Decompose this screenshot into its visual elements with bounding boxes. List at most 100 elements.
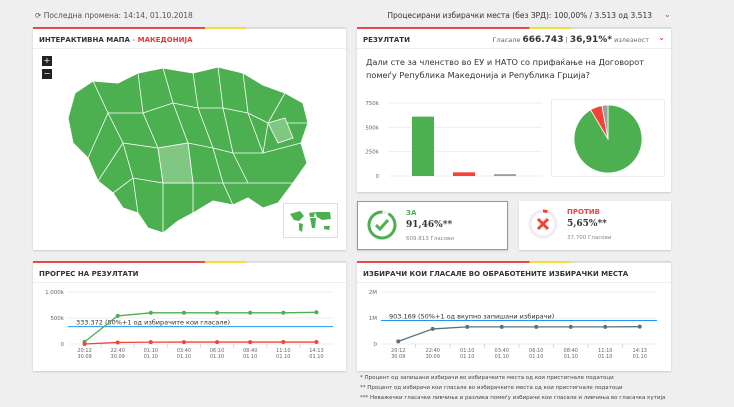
x-tick-label: 01.10: [460, 354, 474, 360]
data-point[interactable]: [281, 340, 286, 345]
data-point[interactable]: [637, 324, 642, 329]
y-tick-label: 750k: [365, 101, 379, 107]
last-update: ⟳ Последна промена: 14:14, 01.10.2018: [35, 11, 193, 20]
x-tick-label: 03:40: [177, 348, 191, 354]
data-point[interactable]: [148, 340, 153, 345]
processed-stations: Процесирани избирачки места (без ЗРД): 1…: [387, 11, 652, 20]
data-point[interactable]: [314, 310, 319, 315]
series-line: [398, 326, 640, 343]
x-tick-label: 30.09: [77, 354, 91, 360]
x-tick-label: 01.10: [144, 354, 158, 360]
footnote-1: * Процент од запишани избирачи во избира…: [360, 375, 614, 381]
turnout-summary: Гласале 666.743 | 36,91%* излезност: [492, 35, 649, 45]
x-tick-label: 01.10: [177, 354, 191, 360]
data-point[interactable]: [215, 310, 220, 315]
data-point[interactable]: [465, 324, 470, 329]
y-tick-label: 500k: [365, 125, 379, 131]
progress-title: ПРОГРЕС НА РЕЗУЛТАТИ: [33, 263, 346, 283]
footnote-3: *** Неважечки гласачки ливчиња и разлика…: [360, 395, 666, 401]
against-label: ПРОТИВ: [567, 208, 600, 216]
map-panel-title: ИНТЕРАКТИВНА МАПА - МАКЕДОНИЈА: [33, 29, 346, 49]
x-tick-label: 01.10: [564, 354, 578, 360]
refresh-icon[interactable]: ⟳: [35, 11, 42, 20]
data-point[interactable]: [534, 324, 539, 329]
x-tick-label: 30.09: [426, 354, 440, 360]
zoom-out-button[interactable]: −: [42, 69, 52, 79]
threshold-label: 903.169 (50%+1 од вкупно запишани избира…: [389, 313, 554, 321]
y-tick-label: 0: [376, 174, 380, 180]
for-percent: 91,46%**: [406, 220, 453, 230]
y-tick-label: 500k: [50, 316, 64, 322]
data-point[interactable]: [181, 340, 186, 345]
x-tick-label: 01.10: [210, 354, 224, 360]
x-circle-icon: [528, 209, 558, 239]
x-tick-label: 06:10: [210, 348, 224, 354]
data-point[interactable]: [248, 340, 253, 345]
chevron-down-icon[interactable]: ⌄: [658, 33, 665, 42]
turnout-line-chart: 01M2M20:1230.0922:4030.0901:1001.1003:40…: [369, 290, 657, 360]
x-tick-label: 08:40: [564, 348, 578, 354]
x-tick-label: 03:40: [495, 348, 509, 354]
y-tick-label: 1.000k: [45, 290, 65, 296]
data-point[interactable]: [314, 340, 319, 345]
x-tick-label: 20:12: [77, 348, 91, 354]
x-tick-label: 06:10: [529, 348, 543, 354]
data-point[interactable]: [568, 324, 573, 329]
data-point[interactable]: [499, 324, 504, 329]
x-tick-label: 08:40: [243, 348, 257, 354]
data-point[interactable]: [603, 324, 608, 329]
x-tick-label: 01:10: [460, 348, 474, 354]
chevron-down-icon[interactable]: ⌄: [664, 10, 671, 19]
data-point[interactable]: [115, 313, 120, 318]
map-panel: ИНТЕРАКТИВНА МАПА - МАКЕДОНИЈА + −: [33, 27, 346, 250]
world-map-button[interactable]: [283, 203, 338, 238]
x-tick-label: 20:12: [391, 348, 405, 354]
bar-0[interactable]: [412, 116, 434, 176]
referendum-question: Дали сте за членство во ЕУ и НАТО со при…: [366, 57, 645, 80]
x-tick-label: 22:40: [426, 348, 440, 354]
card-against: ПРОТИВ 5,65%** 37.700 Гласови: [519, 201, 671, 250]
data-point[interactable]: [281, 310, 286, 315]
x-tick-label: 22:40: [110, 348, 124, 354]
threshold-label: 333.372 (50%+1 од избирачите кои гласале…: [76, 319, 230, 327]
data-point[interactable]: [82, 342, 87, 346]
footnote-2: ** Процент од избирачи кои гласале во из…: [360, 385, 623, 391]
zoom-in-button[interactable]: +: [42, 56, 52, 66]
pie-slice-2[interactable]: [601, 104, 609, 140]
turnout-title: ИЗБИРАЧИ КОИ ГЛАСАЛЕ ВО ОБРАБОТЕНИТЕ ИЗБ…: [357, 263, 671, 283]
y-tick-label: 1M: [369, 316, 377, 322]
data-point[interactable]: [430, 326, 435, 331]
bar-2[interactable]: [494, 174, 516, 176]
x-tick-label: 14:13: [309, 348, 323, 354]
progress-line-chart: 0500k1.000k20:1230.0922:4030.0901:1001.1…: [45, 290, 333, 360]
x-tick-label: 30.09: [391, 354, 405, 360]
x-tick-label: 14:13: [633, 348, 647, 354]
y-tick-label: 0: [61, 342, 65, 348]
data-point[interactable]: [248, 310, 253, 315]
series-line: [84, 311, 317, 343]
macedonia-map[interactable]: [63, 63, 313, 238]
data-point[interactable]: [115, 340, 120, 345]
data-point[interactable]: [215, 340, 220, 345]
x-tick-label: 11:10: [598, 348, 612, 354]
x-tick-label: 01.10: [309, 354, 323, 360]
x-tick-label: 01.10: [633, 354, 647, 360]
progress-panel: ПРОГРЕС НА РЕЗУЛТАТИ 0 500k 1.000k 20:12 30.…: [33, 261, 346, 371]
data-point[interactable]: [396, 339, 401, 344]
data-point[interactable]: [181, 310, 186, 315]
results-pie-chart: [573, 104, 643, 174]
x-tick-label: 01.10: [529, 354, 543, 360]
data-point[interactable]: [148, 310, 153, 315]
results-title: РЕЗУЛТАТИ: [363, 36, 410, 44]
series-line: [84, 341, 317, 345]
x-tick-label: 01:10: [144, 348, 158, 354]
check-circle-icon: [367, 210, 397, 240]
x-tick-label: 01.10: [276, 354, 290, 360]
x-tick-label: 30.09: [111, 354, 125, 360]
bar-1[interactable]: [453, 172, 475, 176]
x-tick-label: 01.10: [243, 354, 257, 360]
results-panel: РЕЗУЛТАТИ Гласале 666.743 | 36,91%* изле…: [357, 27, 671, 192]
for-votes: 609.813 Гласови: [406, 236, 454, 242]
card-for: ЗА 91,46%** 609.813 Гласови: [357, 201, 508, 250]
against-votes: 37.700 Гласови: [567, 235, 612, 241]
